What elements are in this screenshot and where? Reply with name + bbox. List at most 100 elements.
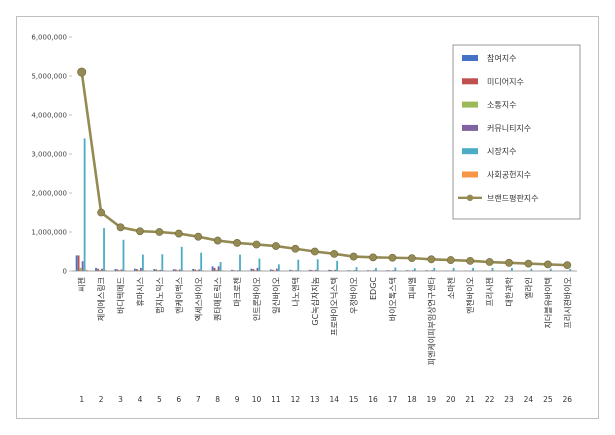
x-category-label: 피씨엘 [407,277,417,299]
bar-4-2 [101,268,103,271]
line-point-10 [252,240,261,249]
line-point-24 [524,259,533,268]
y-tick-label: 1,000,000 [31,229,67,237]
x-rank-label: 1 [79,395,84,404]
bar-4-8 [217,266,220,271]
bar-1-2 [95,267,97,271]
bar-5-13 [316,259,319,271]
bar-5-12 [297,259,300,271]
bar-4-5 [159,269,162,271]
bar-5-16 [375,267,377,271]
x-rank-label: 23 [504,395,514,404]
line-point-8 [213,236,222,245]
bar-5-1 [83,138,86,271]
bar-2-4 [135,269,138,271]
bar-5-2 [103,228,105,271]
y-tick-label: 6,000,000 [31,34,67,42]
bar-6-1 [85,269,88,271]
line-point-25 [543,260,552,269]
bar-2-13 [310,270,313,271]
legend-swatch [462,171,478,178]
line-point-13 [310,247,319,256]
x-rank-label: 12 [291,395,301,404]
x-rank-label: 3 [118,395,123,404]
line-point-1 [77,67,87,77]
bar-4-1 [81,261,84,271]
x-rank-label: 5 [157,395,162,404]
x-rank-label: 17 [388,395,398,404]
y-tick-label: 4,000,000 [31,112,67,120]
legend-marker [466,194,474,201]
bar-2-3 [116,269,119,271]
bar-1-13 [308,269,311,271]
line-point-21 [466,256,475,265]
x-category-label: 엘라인 [523,277,533,299]
bar-1-12 [289,269,292,271]
legend-label: 시장지수 [487,146,516,156]
legend-label: 미디어지수 [487,76,524,86]
x-category-label: EDGC [369,277,378,300]
bar-5-23 [511,267,513,271]
legend-swatch [462,55,478,61]
bar-5-14 [336,260,339,271]
bar-1-14 [328,269,330,271]
x-category-label: 엔케이맥스 [174,277,184,314]
x-category-label: 바이오톡스텍 [387,277,397,321]
line-point-7 [194,232,203,241]
x-category-label: 씨젠 [78,277,87,292]
x-category-label: 랩지노믹스 [154,277,164,314]
legend-label: 브랜드평판지수 [487,193,539,203]
legend-label: 커뮤니티지수 [487,123,531,133]
bar-1-7 [192,269,195,271]
bar-5-6 [180,246,183,271]
x-rank-label: 2 [99,395,104,404]
bar-2-10 [252,269,255,271]
bar-1-3 [114,269,117,271]
bar-5-8 [219,262,222,271]
line-point-9 [233,239,241,247]
x-category-label: 휴마시스 [136,277,145,306]
bar-5-5 [161,254,164,271]
x-rank-label: 16 [368,395,378,404]
x-category-label: 피엔케이피부임상연구센타 [426,276,436,365]
x-rank-label: 24 [524,395,534,404]
x-category-label: 엔젠바이오 [465,277,475,314]
x-axis: 씨젠 1 제이에스링크 2 바디텍메드 3 휴마시스 4 랩지노믹스 5 엔케이맥스 6 엑세스바이오 7… [72,270,577,404]
bar-5-11 [277,264,280,271]
x-category-label: 마크로젠 [233,277,242,306]
bar-5-26 [569,269,572,271]
chart-frame: 0 1,000,000 2,000,000 3,000,000 4,000,000 5,0… [16,16,599,419]
x-rank-label: 10 [252,395,262,404]
x-category-label: 소마젠 [447,277,456,299]
line-point-5 [155,228,164,236]
bar-2-2 [97,268,99,271]
bar-5-22 [491,267,494,271]
bar-1-10 [250,268,253,271]
bar-5-7 [200,252,203,271]
x-rank-label: 13 [310,395,320,404]
x-rank-label: 8 [215,395,220,404]
bar-2-11 [271,269,274,271]
line-point-4 [136,227,144,236]
x-category-label: 우정바이오 [349,277,359,314]
legend-label: 참여지수 [487,53,516,63]
line-point-19 [427,255,436,264]
y-tick-label: 2,000,000 [31,190,67,198]
legend-swatch [462,124,478,131]
bar-4-6 [178,269,181,271]
line-point-6 [174,229,183,238]
line-point-3 [116,223,125,232]
bar-5-9 [239,254,241,271]
bar-5-25 [549,268,552,271]
legend-box [452,44,581,220]
legend-label: 사회공헌지수 [487,171,531,180]
bar-4-10 [256,267,259,271]
x-rank-label: 25 [543,395,553,404]
x-category-label: 일신바이오 [271,277,281,314]
line-point-23 [505,258,513,267]
bar-3-1 [79,267,82,271]
x-category-label: 엑세스바이오 [193,277,203,321]
bar-5-19 [433,267,436,271]
x-rank-label: 9 [235,395,240,404]
bar-1-1 [75,255,78,271]
